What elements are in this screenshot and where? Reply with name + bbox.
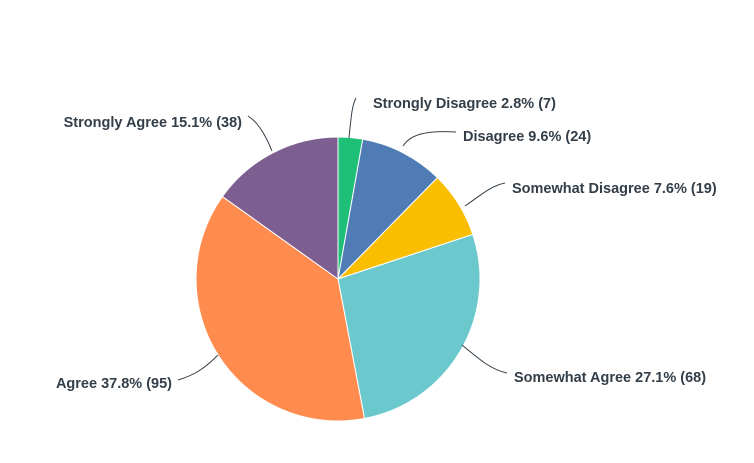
data-label: Somewhat Disagree 7.6% (19) [512, 181, 717, 197]
data-label: Disagree 9.6% (24) [463, 129, 591, 145]
leader-line [464, 182, 506, 207]
leader-line [348, 97, 357, 139]
data-label: Somewhat Agree 27.1% (68) [514, 370, 706, 386]
leader-line [461, 344, 508, 374]
leader-line [177, 354, 219, 381]
pie-slice-somewhat-agree[interactable] [337, 233, 481, 420]
data-label: Strongly Agree 15.1% (38) [64, 115, 243, 131]
leader-line [247, 115, 273, 152]
pie-slice-agree[interactable] [195, 195, 366, 422]
pie-slice-disagree[interactable] [337, 138, 439, 281]
pie-slice-strongly-agree[interactable] [221, 136, 339, 280]
data-label: Strongly Disagree 2.8% (7) [373, 96, 556, 112]
data-label: Agree 37.8% (95) [56, 376, 172, 392]
leader-line [402, 131, 457, 147]
